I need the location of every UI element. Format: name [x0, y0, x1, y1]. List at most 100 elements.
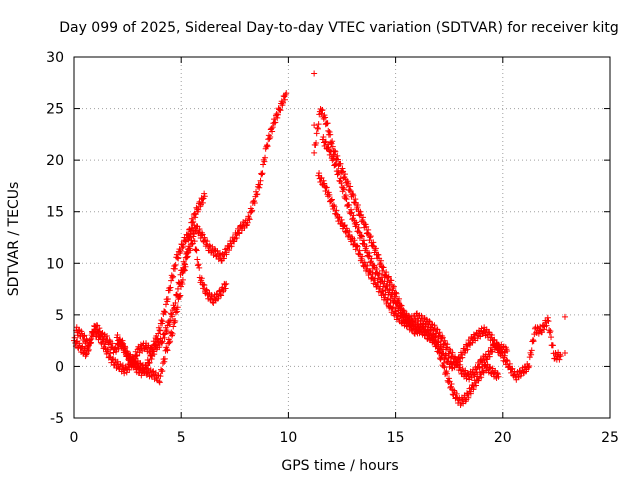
point-marker [114, 332, 121, 338]
point-marker [273, 111, 280, 118]
point-marker [106, 337, 113, 344]
point-marker [183, 254, 190, 261]
point-marker [333, 160, 340, 167]
point-marker [348, 233, 355, 240]
point-marker [262, 154, 269, 161]
point-marker [187, 228, 194, 235]
point-marker [203, 286, 210, 293]
point-marker [157, 373, 164, 380]
point-marker [342, 192, 349, 199]
point-marker [436, 347, 443, 354]
point-marker [495, 373, 502, 380]
data-points [71, 70, 568, 408]
point-marker [271, 116, 278, 123]
point-marker [167, 284, 174, 291]
point-marker [161, 308, 168, 315]
point-marker [251, 199, 258, 206]
point-marker [260, 161, 267, 168]
point-marker [355, 224, 362, 231]
point-marker [204, 238, 211, 245]
point-marker [171, 304, 178, 311]
point-marker [340, 185, 347, 192]
point-marker [390, 283, 397, 290]
point-marker [396, 295, 403, 302]
point-marker [249, 207, 256, 214]
point-marker [453, 390, 460, 397]
point-marker [87, 340, 94, 347]
point-marker [184, 253, 191, 260]
point-marker [190, 218, 197, 225]
point-marker [528, 351, 535, 358]
point-marker [442, 352, 449, 359]
point-marker [453, 359, 460, 366]
point-marker [429, 332, 436, 339]
point-marker [174, 292, 181, 299]
point-marker [320, 133, 327, 140]
point-marker [163, 346, 170, 353]
point-marker [363, 243, 370, 250]
point-marker [318, 110, 325, 117]
point-marker [274, 111, 281, 118]
point-marker [356, 212, 363, 219]
point-marker [191, 231, 198, 238]
point-marker [465, 394, 472, 401]
point-marker [360, 237, 367, 244]
point-marker [406, 317, 413, 324]
point-marker [192, 246, 199, 253]
point-marker [347, 183, 354, 190]
point-marker [180, 264, 187, 271]
point-marker [323, 184, 330, 191]
point-marker [256, 181, 263, 188]
point-marker [90, 329, 97, 336]
point-marker [345, 232, 352, 239]
point-marker [319, 107, 326, 114]
point-marker [201, 193, 208, 200]
point-marker [254, 191, 261, 198]
y-axis-title: SDTVAR / TECUs [6, 182, 22, 297]
point-marker [182, 261, 189, 268]
point-marker [134, 352, 141, 359]
point-marker [504, 357, 511, 364]
point-marker [473, 382, 479, 389]
x-tick-label: 20 [494, 430, 512, 446]
point-marker [478, 374, 485, 381]
point-marker [463, 375, 470, 382]
point-marker [396, 303, 403, 310]
isolated-point-marker [561, 313, 568, 320]
point-marker [367, 234, 374, 241]
point-marker [195, 206, 202, 213]
point-marker [357, 208, 364, 215]
point-marker [75, 327, 82, 334]
point-marker [447, 383, 454, 390]
point-marker [449, 349, 456, 356]
point-marker [161, 358, 168, 365]
x-tick-label: 15 [387, 430, 405, 446]
x-axis-title: GPS time / hours [281, 458, 398, 474]
point-marker [384, 282, 391, 289]
point-marker [379, 267, 386, 274]
point-marker [148, 356, 155, 363]
point-marker [354, 243, 361, 250]
point-marker [201, 190, 208, 197]
point-marker [182, 238, 189, 245]
point-marker [314, 124, 321, 131]
point-marker [188, 215, 195, 222]
point-marker [327, 131, 334, 138]
point-marker [338, 169, 345, 176]
point-marker [557, 353, 564, 360]
point-marker [548, 334, 555, 341]
point-marker [217, 291, 224, 298]
point-marker [438, 335, 445, 342]
point-marker [126, 366, 133, 373]
point-marker [337, 175, 344, 182]
point-marker [194, 262, 201, 269]
point-marker [501, 352, 508, 359]
point-marker [454, 362, 461, 369]
point-marker [81, 332, 88, 339]
point-marker [233, 235, 240, 242]
y-tick-label: 20 [46, 153, 64, 169]
point-marker [363, 223, 370, 230]
point-marker [530, 337, 537, 344]
point-marker [332, 210, 339, 217]
point-marker [235, 229, 242, 236]
